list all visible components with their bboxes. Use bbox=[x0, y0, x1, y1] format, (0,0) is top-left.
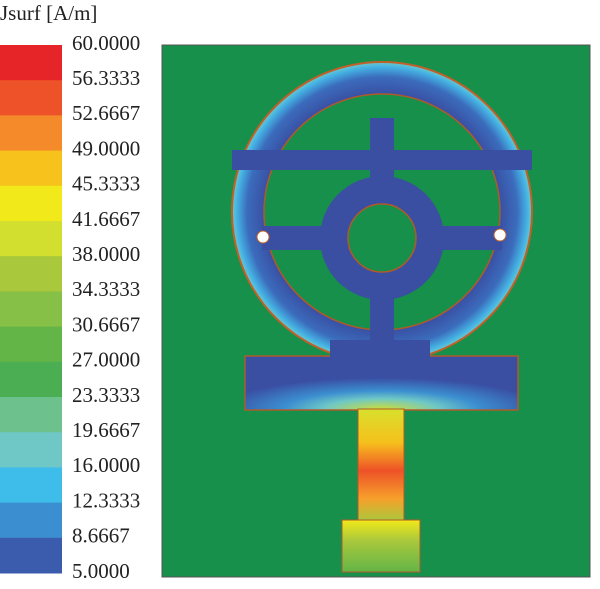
legend-swatch bbox=[0, 537, 62, 574]
legend-swatch bbox=[0, 80, 62, 116]
legend-label: 52.6667 bbox=[72, 101, 140, 125]
legend-title: Jsurf [A/m] bbox=[0, 1, 97, 25]
legend-swatch bbox=[0, 150, 62, 187]
legend-swatch bbox=[0, 397, 62, 433]
geometry bbox=[161, 44, 591, 578]
legend-label: 8.6667 bbox=[72, 524, 130, 548]
legend-label: 5.0000 bbox=[72, 559, 130, 583]
legend-swatch bbox=[0, 361, 62, 398]
legend-swatch bbox=[0, 291, 62, 328]
legend-label: 27.0000 bbox=[72, 348, 140, 372]
legend-label: 41.6667 bbox=[72, 207, 140, 231]
legend-swatch bbox=[0, 256, 62, 292]
legend-label: 56.3333 bbox=[72, 66, 140, 90]
legend-swatch bbox=[0, 45, 62, 81]
legend-label: 45.3333 bbox=[72, 172, 140, 196]
legend-label: 30.6667 bbox=[72, 312, 140, 336]
legend-label: 60.0000 bbox=[72, 31, 140, 55]
legend-label: 16.0000 bbox=[72, 453, 140, 477]
legend-label: 19.6667 bbox=[72, 418, 140, 442]
legend-label: 49.0000 bbox=[72, 136, 140, 160]
legend: 60.0000 56.3333 52.6667 49.0000 45.3333 41.66… bbox=[0, 31, 140, 583]
legend-label: 23.3333 bbox=[72, 383, 140, 407]
legend-swatch bbox=[0, 432, 62, 468]
legend-label: 12.3333 bbox=[72, 488, 140, 512]
legend-swatch bbox=[0, 185, 62, 222]
legend-swatch bbox=[0, 502, 62, 539]
legend-swatch bbox=[0, 467, 62, 504]
legend-label: 38.0000 bbox=[72, 242, 140, 266]
legend-label: 34.3333 bbox=[72, 277, 140, 301]
legend-swatch bbox=[0, 221, 62, 257]
legend-swatch bbox=[0, 326, 62, 363]
legend-swatch bbox=[0, 115, 62, 152]
